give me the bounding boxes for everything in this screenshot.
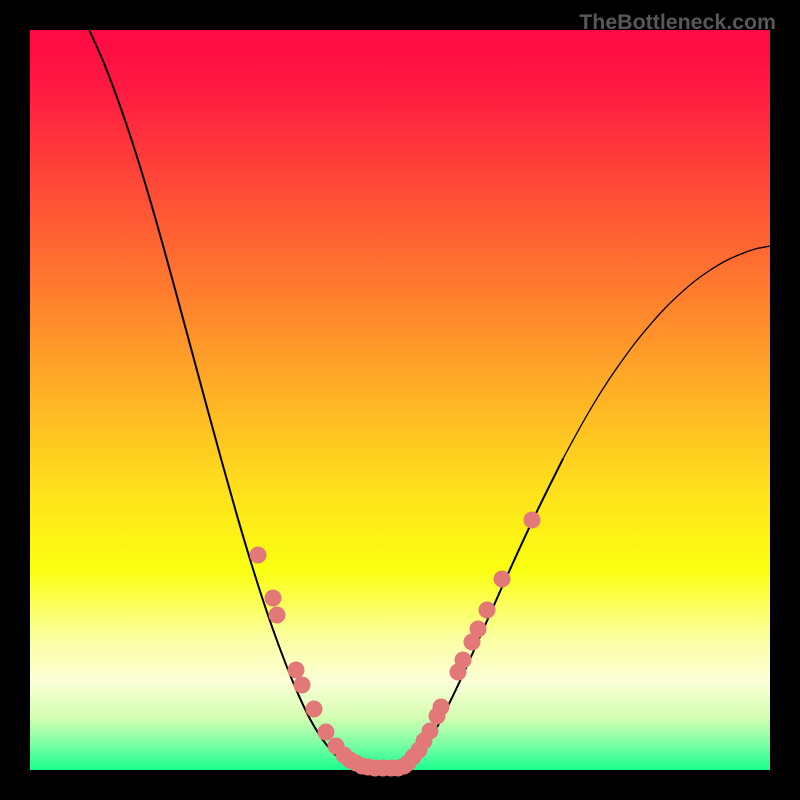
data-point (264, 589, 281, 606)
data-point (523, 511, 540, 528)
watermark-text: TheBottleneck.com (579, 10, 776, 35)
data-point (494, 571, 511, 588)
data-point (479, 602, 496, 619)
data-point (306, 700, 323, 717)
data-points-layer (30, 30, 770, 770)
data-point (421, 722, 438, 739)
data-point (294, 676, 311, 693)
data-point (454, 652, 471, 669)
plot-area (30, 30, 770, 770)
data-point (433, 699, 450, 716)
data-point (269, 606, 286, 623)
data-point (469, 621, 486, 638)
chart-frame: TheBottleneck.com (0, 0, 800, 800)
data-point (249, 547, 266, 564)
